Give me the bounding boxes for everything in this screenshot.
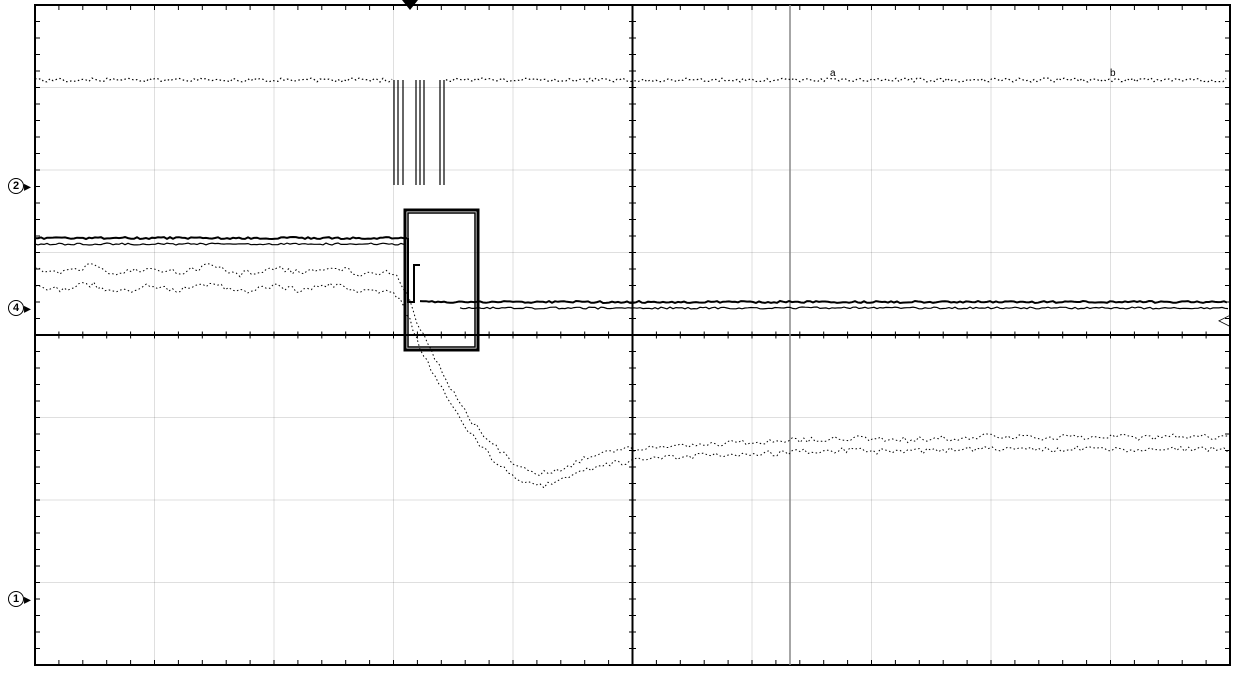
right-trigger-level-icon: ◁ — [1218, 314, 1230, 328]
channel-1-marker: 1 — [8, 591, 24, 607]
oscilloscope-screenshot: ab 2 ▸ 4 ▸ 1 ▸ ◁ — [0, 0, 1240, 675]
channel-1-arrow-icon: ▸ — [24, 592, 31, 606]
channel-label: 1 — [13, 593, 19, 605]
channel-2-marker: 2 — [8, 178, 24, 194]
scope-svg: ab — [0, 0, 1240, 675]
svg-text:b: b — [1110, 68, 1116, 79]
channel-4-marker: 4 — [8, 300, 24, 316]
svg-text:a: a — [830, 68, 836, 79]
channel-4-arrow-icon: ▸ — [24, 301, 31, 315]
channel-2-arrow-icon: ▸ — [24, 179, 31, 193]
channel-label: 2 — [13, 180, 19, 192]
trigger-position-marker — [402, 0, 418, 10]
channel-label: 4 — [13, 302, 19, 314]
